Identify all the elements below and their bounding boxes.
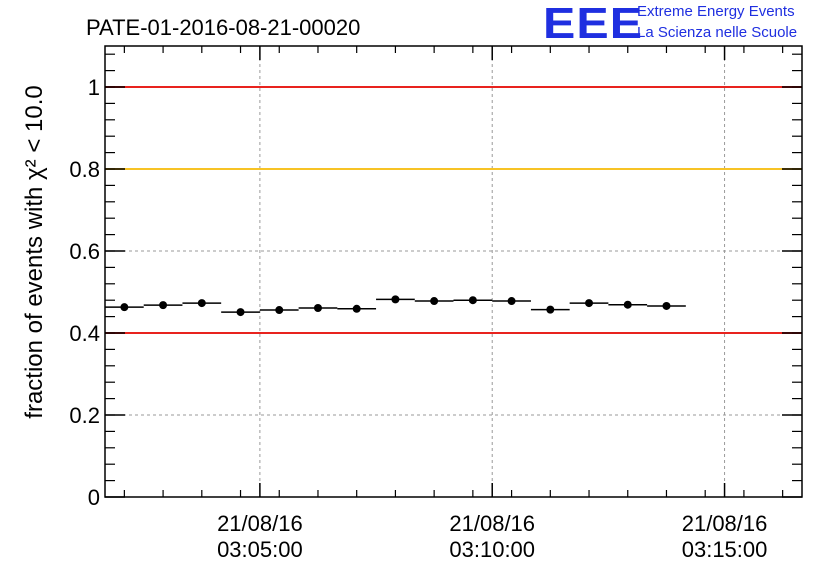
data-point: [507, 297, 516, 306]
data-point: [430, 297, 439, 306]
data-point: [120, 303, 129, 312]
x-tick-label-date: 21/08/16: [682, 511, 768, 536]
logo-line-2: La Scienza nelle Scuole: [637, 24, 798, 41]
data-point: [197, 299, 206, 308]
data-point: [159, 301, 168, 310]
data-point: [585, 299, 594, 308]
y-axis-label: fraction of events with χ² < 10.0: [21, 85, 48, 418]
y-tick-label: 0.4: [69, 321, 100, 346]
data-point: [352, 304, 361, 313]
x-tick-label-date: 21/08/16: [449, 511, 535, 536]
y-tick-label: 0: [88, 485, 100, 510]
eee-logo: EEE: [543, 0, 644, 48]
y-tick-label: 0.8: [69, 157, 100, 182]
data-point: [313, 303, 322, 312]
plot-frame: [104, 45, 803, 498]
data-point: [275, 306, 284, 315]
data-point: [546, 305, 555, 314]
data-point: [468, 296, 477, 305]
data-point: [391, 295, 400, 304]
logo-line-1: Extreme Energy Events: [637, 3, 795, 20]
tick-labels: 00.20.40.60.8121/08/1603:05:0021/08/1603…: [69, 75, 767, 562]
chart-title: PATE-01-2016-08-21-00020: [86, 15, 360, 40]
data-point: [662, 301, 671, 310]
reference-lines: [105, 86, 802, 334]
x-tick-label-time: 03:05:00: [217, 537, 303, 562]
data-point: [623, 300, 632, 309]
x-tick-label-time: 03:15:00: [682, 537, 768, 562]
axis-ticks: [105, 46, 802, 498]
data-point: [236, 308, 245, 317]
x-tick-label-time: 03:10:00: [449, 537, 535, 562]
data-series: [105, 295, 686, 317]
y-tick-label: 1: [88, 75, 100, 100]
y-tick-label: 0.6: [69, 239, 100, 264]
x-tick-label-date: 21/08/16: [217, 511, 303, 536]
grid: [105, 46, 802, 497]
y-tick-label: 0.2: [69, 403, 100, 428]
